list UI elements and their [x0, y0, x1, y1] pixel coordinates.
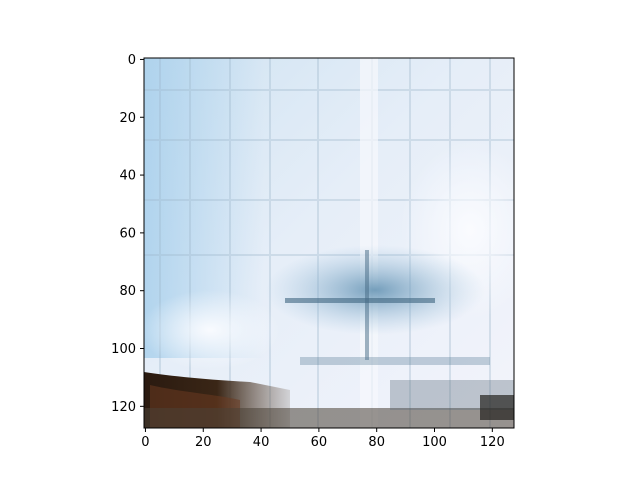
generated-image: [144, 58, 514, 428]
x-tick-label: 120: [480, 435, 505, 450]
x-tick-label: 60: [311, 435, 328, 450]
y-tick-label: 120: [111, 400, 136, 415]
y-tick-label: 60: [119, 226, 136, 241]
y-axis: 0 20 40 60 80 100 120: [111, 53, 144, 415]
y-tick-label: 100: [111, 342, 136, 357]
x-tick-label: 80: [368, 435, 385, 450]
x-tick-label: 40: [253, 435, 270, 450]
image-frame: [143, 57, 515, 429]
x-axis: 0 20 40 60 80 100 120: [141, 428, 505, 450]
y-tick-label: 80: [119, 284, 136, 299]
y-tick-label: 40: [119, 169, 136, 184]
x-tick-label: 0: [141, 435, 149, 450]
y-tick-label: 0: [128, 53, 136, 68]
x-tick-label: 20: [195, 435, 212, 450]
x-tick-label: 100: [422, 435, 447, 450]
y-tick-label: 20: [119, 111, 136, 126]
